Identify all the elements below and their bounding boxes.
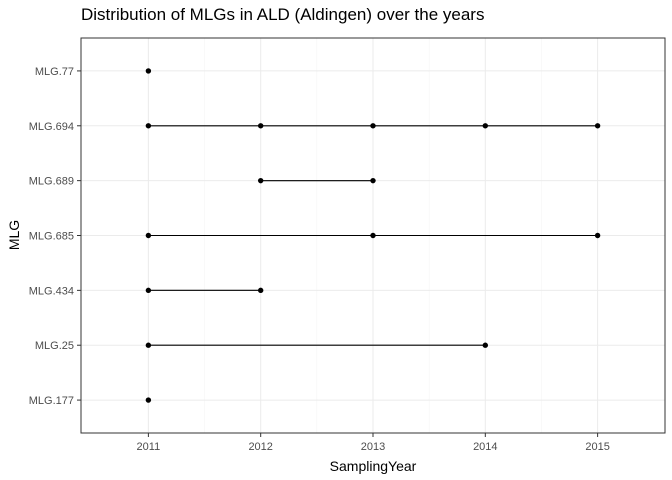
y-tick-label: MLG.25 — [35, 340, 74, 352]
data-point — [145, 342, 152, 348]
x-tick-label: 2013 — [361, 441, 385, 453]
x-axis-label: SamplingYear — [330, 458, 417, 474]
data-point — [145, 123, 152, 129]
data-point — [145, 68, 152, 74]
y-tick-label: MLG.694 — [29, 121, 74, 133]
data-point — [257, 177, 264, 184]
data-point — [145, 232, 152, 239]
x-tick-label: 2012 — [248, 441, 272, 453]
data-point — [482, 123, 489, 129]
axis-ticks: 2011 2012 2013 2014 2015 MLG.177 MLG.25 MLG.434… — [29, 66, 610, 453]
y-tick-label: MLG.434 — [29, 285, 74, 297]
data-point — [594, 123, 601, 129]
data-point — [257, 287, 264, 294]
data-point — [370, 123, 376, 129]
y-axis-label: MLG — [6, 220, 22, 250]
y-tick-label: MLG.689 — [29, 176, 74, 188]
y-tick-label: MLG.685 — [29, 231, 74, 243]
data-point — [482, 342, 489, 348]
data-point — [257, 123, 264, 129]
y-tick-label: MLG.177 — [29, 395, 74, 407]
data-point — [370, 177, 376, 184]
chart-title: Distribution of MLGs in ALD (Aldingen) o… — [81, 5, 485, 24]
data-point — [145, 397, 152, 403]
data-point — [370, 232, 376, 239]
data-point — [594, 232, 601, 239]
x-tick-label: 2011 — [137, 441, 161, 453]
y-tick-label: MLG.77 — [35, 66, 74, 78]
x-tick-label: 2014 — [473, 441, 497, 453]
x-tick-label: 2015 — [585, 441, 609, 453]
data-point — [145, 287, 152, 294]
data-marks — [145, 68, 601, 403]
